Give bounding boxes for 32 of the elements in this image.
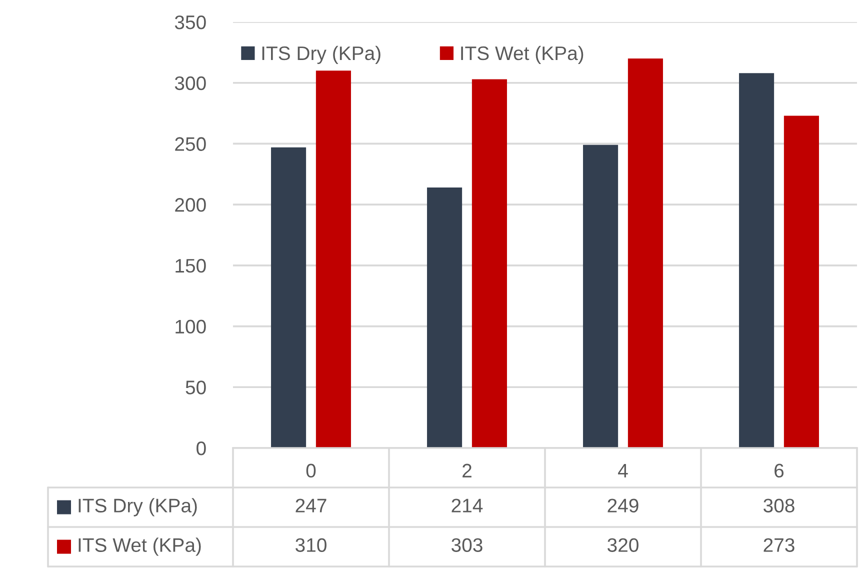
data-label: 249 [608,498,638,512]
legend-label: ITS Dry (KPa) [262,46,380,64]
y-tick-label: 0 [196,441,206,456]
x-tick-label: 0 [306,464,316,478]
bar [472,79,507,448]
data-label: 273 [764,538,794,552]
y-tick-label: 300 [174,76,206,90]
x-tick-label: 6 [774,464,784,478]
text: ITS Wet (KPa) [78,538,201,556]
y-tick-label: 350 [174,15,206,30]
x-tick-label: 2 [462,464,472,478]
data-label: 303 [452,538,482,552]
bar [628,58,663,448]
data-label: 310 [296,538,326,552]
data-label: 247 [296,498,326,512]
legend-label: ITS Wet (KPa) [461,46,584,64]
y-tick-label: 150 [176,258,206,273]
data-label: 308 [764,498,794,512]
bar [271,147,306,448]
bar [784,116,819,448]
data-label: 320 [608,538,638,552]
bar [583,144,618,448]
y-tick-label: 100 [176,320,206,334]
y-tick-label: 250 [175,137,206,151]
bar [427,188,462,448]
y-tick-label: 200 [175,198,206,212]
data-label: 214 [452,498,483,512]
x-tick-label: 4 [618,464,628,478]
bar [316,70,351,448]
bar [739,73,774,448]
text: ITS Dry (KPa) [78,498,197,516]
y-tick-label: 50 [186,380,206,394]
